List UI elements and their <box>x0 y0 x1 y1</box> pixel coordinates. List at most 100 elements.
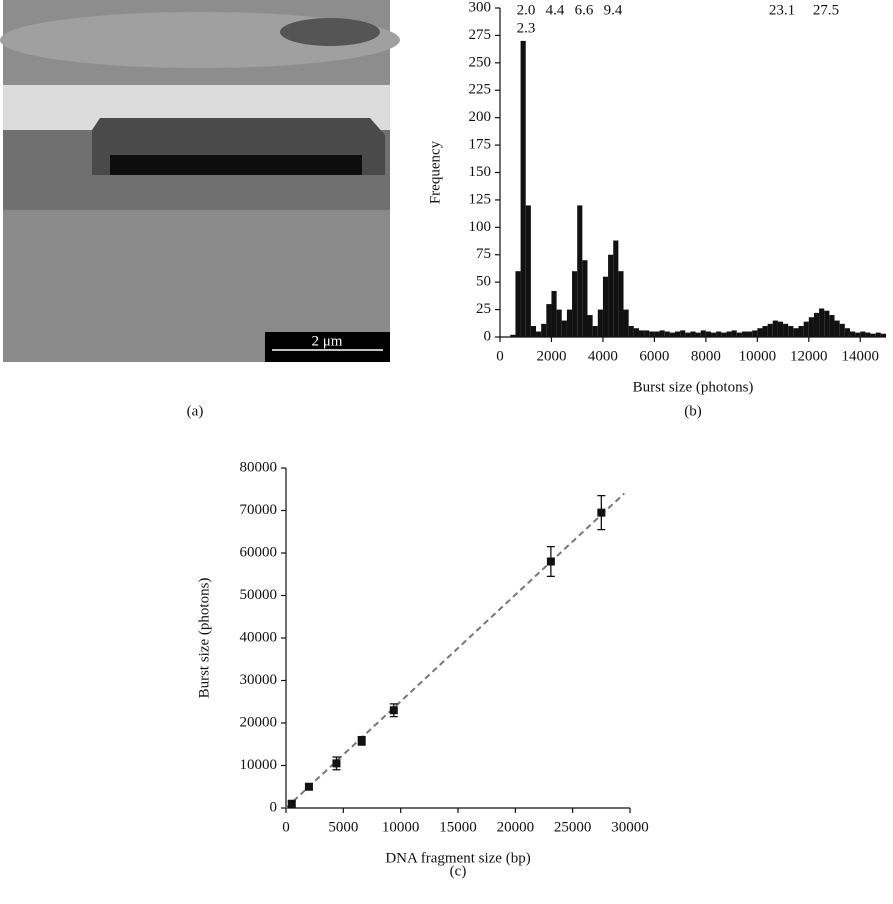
y-tick-label: 0 <box>484 328 492 344</box>
y-tick-label: 250 <box>469 54 492 70</box>
histogram-bar <box>680 330 686 337</box>
x-tick-label: 0 <box>282 819 290 835</box>
histogram-bar <box>685 332 691 337</box>
x-tick-label: 10000 <box>739 348 777 364</box>
histogram-bar <box>566 309 573 337</box>
histogram-bar <box>875 332 881 337</box>
x-tick-label: 2000 <box>536 348 566 364</box>
histogram-bar <box>525 205 531 337</box>
histogram-bar <box>777 321 784 337</box>
data-point <box>332 759 341 768</box>
histogram-bar <box>587 315 593 337</box>
histogram-bar <box>572 271 578 337</box>
histogram-bar <box>747 331 753 337</box>
histogram-bar <box>551 290 557 337</box>
histogram-bar <box>803 321 809 337</box>
y-tick-label: 275 <box>469 27 492 43</box>
histogram-bar <box>618 271 624 337</box>
y-tick-label: 300 <box>469 0 492 15</box>
histogram-bar <box>880 333 886 337</box>
histogram-bar <box>772 320 778 337</box>
histogram-bar <box>839 323 845 337</box>
x-tick-label: 25000 <box>554 819 592 835</box>
histogram-bar <box>515 271 521 337</box>
peak-annotation: 2.3 <box>517 20 536 36</box>
histogram-bar <box>860 331 866 337</box>
y-tick-label: 175 <box>469 137 492 153</box>
y-tick-label: 25 <box>476 301 491 317</box>
histogram-bar <box>561 320 567 337</box>
histogram-bar <box>736 332 742 337</box>
histogram-bar <box>813 312 820 337</box>
y-tick-label: 70000 <box>240 502 278 518</box>
histogram-bar <box>870 333 876 337</box>
histogram-bar <box>556 309 562 337</box>
histogram-bar <box>865 332 871 337</box>
histogram-bar <box>767 323 773 337</box>
histogram-bar <box>819 308 825 337</box>
peak-annotation: 4.4 <box>546 2 565 18</box>
histogram-bar <box>546 304 552 337</box>
x-tick-label: 6000 <box>639 348 669 364</box>
histogram-bar <box>849 331 856 337</box>
x-tick-label: 30000 <box>611 819 649 835</box>
y-tick-label: 75 <box>476 246 491 262</box>
y-tick-label: 30000 <box>240 672 278 688</box>
x-axis-label: Burst size (photons) <box>633 379 754 395</box>
histogram-bar <box>669 332 675 337</box>
histogram-bar <box>700 330 706 337</box>
histogram-bar <box>752 330 758 337</box>
x-tick-label: 20000 <box>497 819 535 835</box>
histogram-bar <box>726 331 732 337</box>
data-point <box>304 782 313 791</box>
histogram-bar <box>834 320 840 337</box>
histogram-bar <box>705 331 712 337</box>
histogram-bar <box>592 326 598 337</box>
histogram-bar <box>664 331 670 337</box>
data-point <box>389 706 398 715</box>
histogram-bar <box>638 330 645 337</box>
histogram-bar <box>731 330 737 337</box>
histogram-bar <box>654 331 660 337</box>
histogram-bar <box>541 323 547 337</box>
histogram-bar <box>808 317 814 337</box>
histogram-bar <box>520 40 526 338</box>
histogram-bar <box>597 309 603 337</box>
histogram-bar <box>721 332 727 337</box>
histogram-bar <box>608 254 614 337</box>
micrograph: 2 μm <box>0 0 400 362</box>
x-tick-label: 12000 <box>790 348 828 364</box>
histogram-bar <box>674 331 681 337</box>
histogram-bar <box>695 332 701 337</box>
y-tick-label: 10000 <box>240 757 278 773</box>
histogram-bar <box>613 240 619 337</box>
y-tick-label: 200 <box>469 109 492 125</box>
y-tick-label: 0 <box>270 799 278 815</box>
histogram-bar <box>829 315 835 337</box>
y-tick-label: 20000 <box>240 714 278 730</box>
histogram-bar <box>577 205 583 337</box>
panel-label: (b) <box>684 403 702 419</box>
peak-annotation: 2.0 <box>517 2 536 18</box>
histogram-bar <box>788 326 794 337</box>
y-tick-label: 60000 <box>240 544 278 560</box>
scale-bar-label: 2 μm <box>312 333 343 349</box>
histogram-bar <box>798 326 804 337</box>
x-tick-label: 5000 <box>328 819 358 835</box>
histogram-bar <box>649 331 655 337</box>
y-tick-label: 225 <box>469 82 492 98</box>
histogram-bar <box>844 328 850 337</box>
histogram-bar <box>602 276 609 337</box>
histogram-bar <box>711 332 717 337</box>
data-point <box>597 508 606 517</box>
y-tick-label: 150 <box>469 164 492 180</box>
y-tick-label: 40000 <box>240 629 278 645</box>
x-tick-label: 15000 <box>439 819 477 835</box>
y-axis-label: Frequency <box>427 140 443 204</box>
histogram-bar <box>582 260 588 337</box>
histogram-bar <box>824 310 830 337</box>
fit-line <box>285 492 625 809</box>
x-tick-label: 8000 <box>691 348 721 364</box>
histogram-bar <box>757 328 763 337</box>
